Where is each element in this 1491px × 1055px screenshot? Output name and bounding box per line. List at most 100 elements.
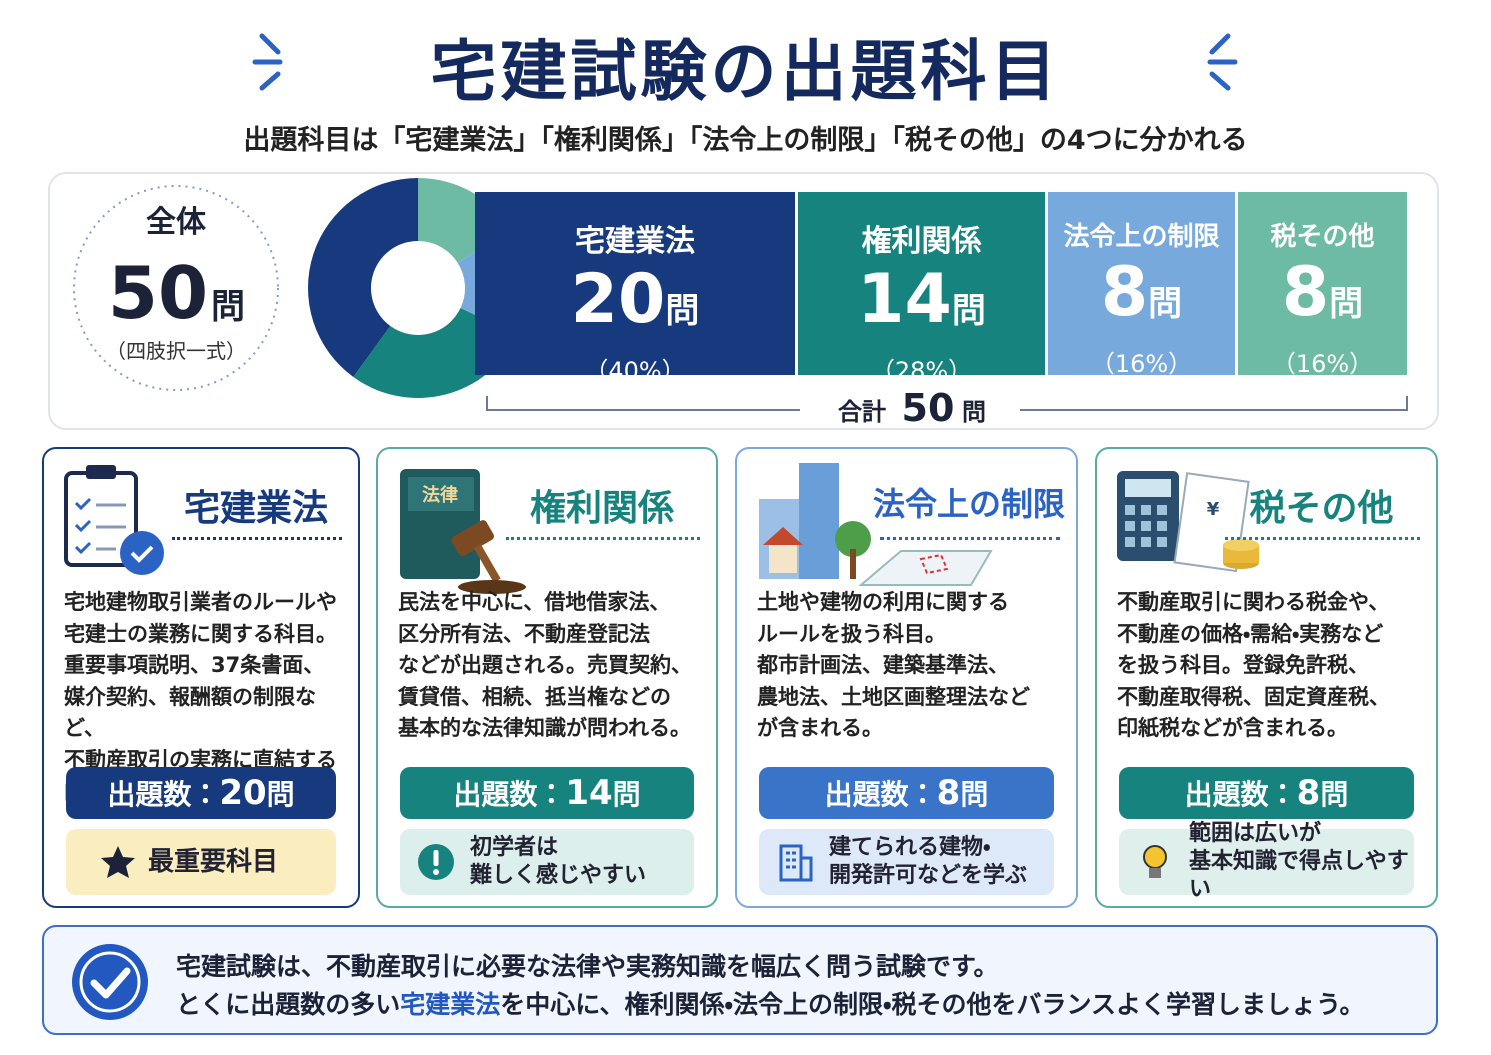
icon-shape [858,550,993,586]
question-count: 出題数：20問 [66,767,336,819]
count-value: 20 [570,260,666,339]
icon-shape [1141,505,1151,515]
icon-shape [799,463,839,579]
icon-shape [1125,479,1171,497]
description-line: 民法を中心に、借地借家法、 [398,590,671,614]
count-prefix: 出題数： [453,778,566,811]
count-unit: 問 [266,778,295,811]
description-line: 農地法、土地区画整理法など [757,684,1030,709]
footer-text: とくに出題数の多い [176,990,401,1019]
icon-shape [799,856,813,882]
count-prefix: 出題数： [107,778,220,811]
title: 宅建試験の出題科目 [430,33,1061,110]
count-unit: 問 [665,291,700,331]
icon-shape [1157,537,1167,547]
overall-label: 全体 [146,205,207,240]
card-title: 宅建業法 [183,488,328,529]
subject-card: ¥ 税その他不動産取引に関わる税金や、 不動産の価格・需給・実務など を扱う科目。登録… [1095,447,1438,908]
card-description: 土地や建物の利用に関する ルールを扱う科目。 都市計画法、建築基準法、 農地法、土地区… [757,587,1062,745]
percent-label: （16%） [1271,350,1374,378]
badge-line: 建てられる建物・ [829,835,991,860]
icon-shape [451,520,501,583]
count-unit: 問 [951,291,986,331]
icon-shape [101,846,135,878]
description-line: ルールを扱う科目。 [757,621,946,646]
card-title: 税その他 [1249,488,1394,529]
percent-label: （28%） [870,357,973,385]
subject-box: 税その他 8問 （16%） [1238,192,1407,378]
description-line: 不動産取得税、固定資産税、 [1117,684,1390,709]
total-count: 50 [902,386,955,430]
card-divider [880,537,1060,540]
icon-shape [1125,521,1135,531]
card-description: 不動産取引に関わる税金や、 不動産の価格・需給・実務など を扱う科目。登録免許税、不… [1117,587,1422,745]
icon-shape [763,527,803,545]
count-unit: 問 [1148,284,1183,324]
description-line: 宅建士の業務に関する科目。 [64,621,337,646]
icon-shape [433,850,439,866]
count-value: 14 [857,260,952,339]
description-line: などが出題される。売買契約、 [398,653,692,677]
icon-shape [1149,868,1161,878]
description-line: 土地や建物の利用に関する [757,590,1009,614]
icon-shape [1157,521,1167,531]
card-badge: 建てられる建物・開発許可などを学ぶ [759,829,1054,895]
icon-shape [130,545,154,563]
count-unit: 問 [1329,284,1364,324]
subject-name: 権利関係 [861,224,982,259]
icon-shape [1125,537,1135,547]
footer: 宅建試験は、不動産取引に必要な法律や実務知識を幅広く問う試験です。 とくに出題数… [42,925,1438,1035]
total-label: 合計 [838,398,886,426]
overall-ring [73,185,279,391]
card-badge: 初学者は難しく感じやすい [400,829,694,895]
count-value: 8 [1281,253,1330,332]
icon-shape [120,531,164,575]
badge-icon [779,844,813,882]
card-title: 法令上の制限 [872,485,1065,523]
badge-line: 初学者は [470,835,559,860]
badge-text: 最重要科目 [148,848,278,876]
subject-box: 法令上の制限 8問 （16%） [1048,192,1235,378]
count-value: 8 [1296,773,1321,813]
card-title: 権利関係 [529,488,674,529]
subtitle: 出題科目は「宅建業法」「権利関係」「法令上の制限」「税その他」の4つに分かれる [243,125,1248,156]
icon-text: ¥ [1207,499,1220,520]
card-badge: 範囲は広いが 基本知識で得点しやすい [1119,821,1414,902]
icon-shape [779,844,803,882]
check-icon [72,944,148,1020]
count-value: 14 [565,773,613,813]
question-count: 出題数：14問 [400,767,694,819]
icon-shape [919,553,949,575]
card-divider [506,537,700,540]
card-description: 民法を中心に、借地借家法、 区分所有法、不動産登記法などが出題される。売買契約、賃… [398,587,702,745]
icon-shape [1125,505,1167,547]
count-value: 20 [219,773,267,813]
icon-shape [1141,521,1151,531]
icon-shape [769,543,797,573]
icon-shape [433,869,439,875]
icon-shape [835,521,871,557]
count-value: 8 [1100,253,1149,332]
description-line: 不動産の価格・需給・実務など [1117,621,1384,646]
badge-line: 難しく感じやすい [470,863,647,888]
icon-shape [1223,539,1259,551]
question-count: 出題数：8問 [759,767,1054,819]
icon-shape [86,465,116,479]
description-line: を扱う科目。登録免許税、 [1117,653,1369,677]
icon-shape [458,580,526,594]
badge-text: 建てられる建物・開発許可などを学ぶ [829,834,1027,890]
description-line: 区分所有法、不動産登記法 [398,621,650,646]
card-icon: ¥ [1117,471,1259,573]
percent-label: （16%） [1090,350,1193,378]
icon-shape [1125,505,1135,515]
card-icon: 法律 [400,469,526,594]
description-line: 賃貸借、相続、抵当権などの [398,684,671,709]
badge-line: 範囲は広いが [1189,821,1322,846]
badge-line: 開発許可などを学ぶ [829,863,1028,888]
description-line: 印紙税などが含まれる。 [1117,716,1348,740]
subject-name: 税その他 [1270,222,1375,252]
count-prefix: 出題数： [1184,778,1297,811]
badge-line: 最重要科目 [148,847,279,877]
